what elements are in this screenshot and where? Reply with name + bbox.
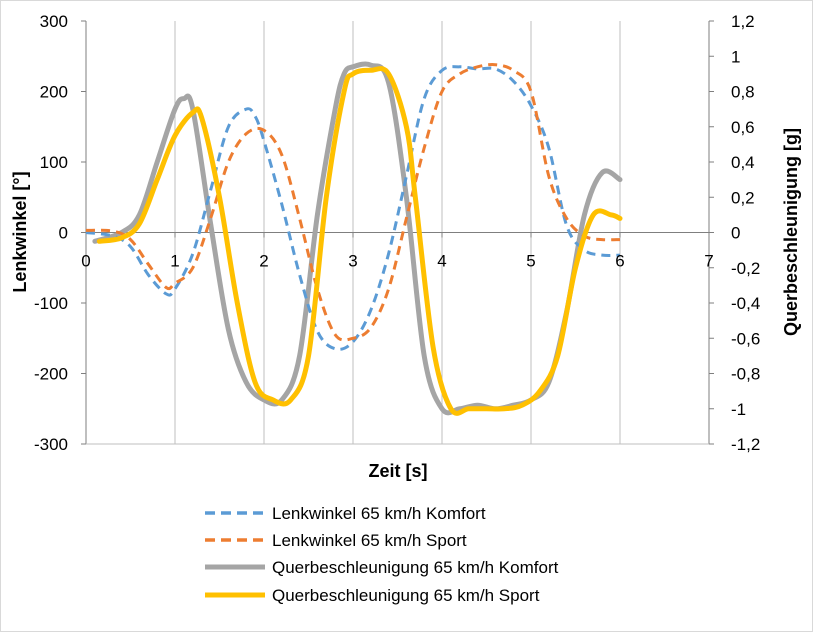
y-axis-right-title: Querbeschleunigung [g] [781,128,801,336]
y-right-tick-label: 0 [731,224,740,243]
legend: Lenkwinkel 65 km/h Komfort Lenkwinkel 65… [205,504,559,605]
x-tick-label: 6 [615,252,624,271]
y-left-tick-label: 200 [40,83,68,102]
y-right-tick-label: -1 [731,400,746,419]
y-left-tick-label: 0 [59,224,68,243]
y-right-tick-label: -0,2 [731,259,760,278]
y-right-tick-label: -0,6 [731,329,760,348]
y-left-tick-label: 100 [40,153,68,172]
x-tick-label: 3 [348,252,357,271]
tick-labels: 300 200 100 0 -100 -200 -300 1,2 1 0,8 0,6 0,4 0,2 0 -… [34,12,760,454]
y-left-tick-label: -100 [34,294,68,313]
y-left-tick-label: -300 [34,435,68,454]
series-lenkwinkel-sport [85,63,621,342]
y-right-tick-label: 0,6 [731,118,755,137]
x-tick-label: 0 [81,252,90,271]
x-tick-label: 7 [704,252,713,271]
legend-label-querbeschleunigung-sport: Querbeschleunigung 65 km/h Sport [272,586,540,605]
x-tick-label: 5 [526,252,535,271]
y-right-tick-label: 0,8 [731,83,755,102]
y-right-tick-label: 0,2 [731,188,755,207]
y-right-tick-label: 1,2 [731,12,755,31]
y-right-tick-label: 0,4 [731,153,755,172]
series-querbeschleunigung-sport [96,66,623,416]
y-right-tick-label: -0,4 [731,294,760,313]
x-tick-label: 2 [259,252,268,271]
legend-label-lenkwinkel-sport: Lenkwinkel 65 km/h Sport [272,531,467,550]
y-axis-left-title: Lenkwinkel [°] [10,171,30,292]
x-tick-label: 4 [437,252,446,271]
y-right-tick-label: -1,2 [731,435,760,454]
y-right-tick-label: -0,8 [731,365,760,384]
x-axis-title: Zeit [s] [368,461,427,481]
series-lines [85,61,623,416]
y-right-tick-label: 1 [731,47,740,66]
legend-label-querbeschleunigung-komfort: Querbeschleunigung 65 km/h Komfort [272,558,559,577]
x-tick-label: 1 [170,252,179,271]
legend-label-lenkwinkel-komfort: Lenkwinkel 65 km/h Komfort [272,504,486,523]
y-left-tick-label: 300 [40,12,68,31]
series-lenkwinkel-komfort [85,65,621,351]
y-left-tick-label: -200 [34,365,68,384]
